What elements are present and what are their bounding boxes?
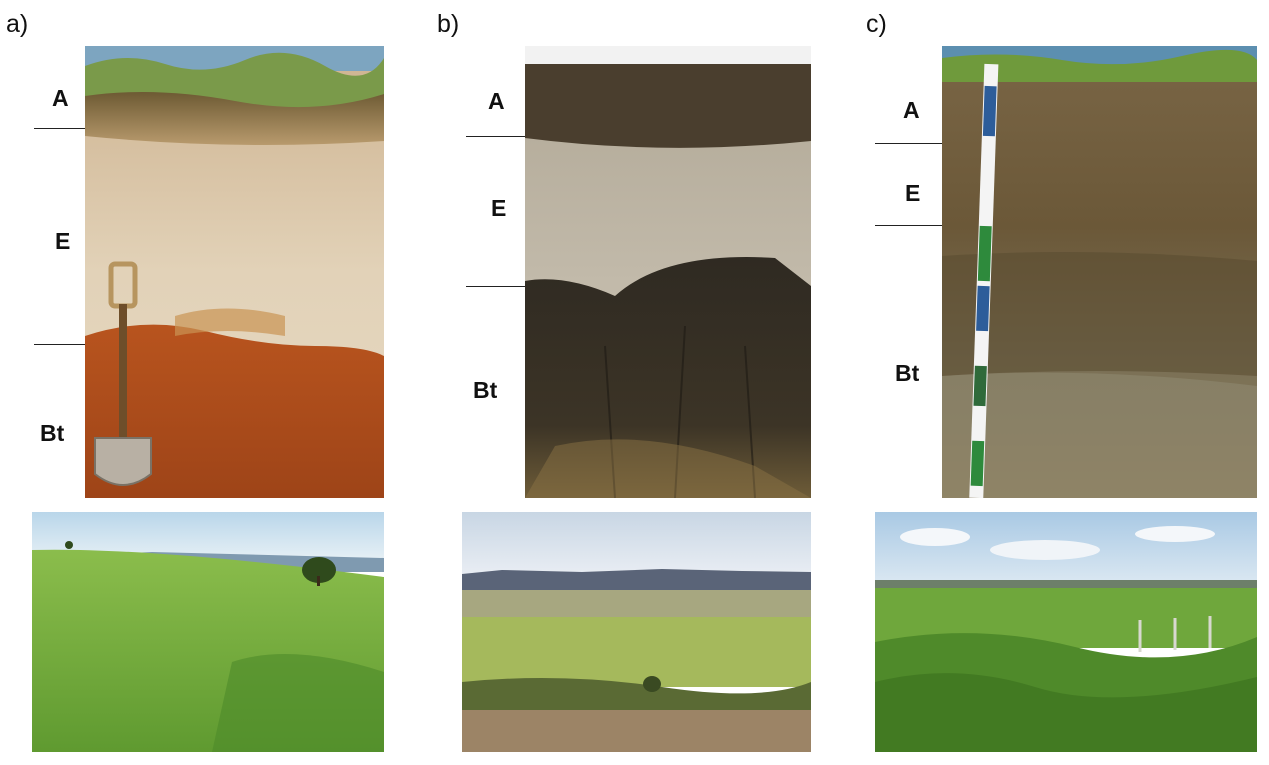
panel-a-horizon-e-label: E xyxy=(55,228,71,254)
panel-c-boundary-e-bt xyxy=(875,225,942,226)
panel-c-label: c) xyxy=(866,10,887,38)
panel-a-boundary-a-e xyxy=(34,128,86,129)
panel-c-horizon-e-label: E xyxy=(905,180,921,206)
panel-a-soil-profile-photo xyxy=(85,46,384,498)
panel-c-soil-profile-photo xyxy=(942,46,1257,498)
panel-b-boundary-e-bt xyxy=(466,286,525,287)
panel-b-horizon-a-label: A xyxy=(488,88,505,114)
panel-c-boundary-a-e xyxy=(875,143,942,144)
panel-b-landscape-photo xyxy=(462,512,811,752)
panel-b-boundary-a-e xyxy=(466,136,525,137)
panel-c-landscape-photo xyxy=(875,512,1257,752)
panel-a-landscape-photo xyxy=(32,512,384,752)
panel-c-horizon-a-label: A xyxy=(903,97,920,123)
panel-a-horizon-a-label: A xyxy=(52,85,69,111)
panel-a-label: a) xyxy=(6,10,29,38)
panel-b-horizon-e-label: E xyxy=(491,195,507,221)
panel-b-horizon-bt-label: Bt xyxy=(473,377,498,403)
panel-a-horizon-bt-label: Bt xyxy=(40,420,65,446)
panel-a-boundary-e-bt xyxy=(34,344,86,345)
panel-c-horizon-bt-label: Bt xyxy=(895,360,920,386)
panel-b-soil-profile-photo xyxy=(525,46,811,498)
panel-b-label: b) xyxy=(437,10,460,38)
